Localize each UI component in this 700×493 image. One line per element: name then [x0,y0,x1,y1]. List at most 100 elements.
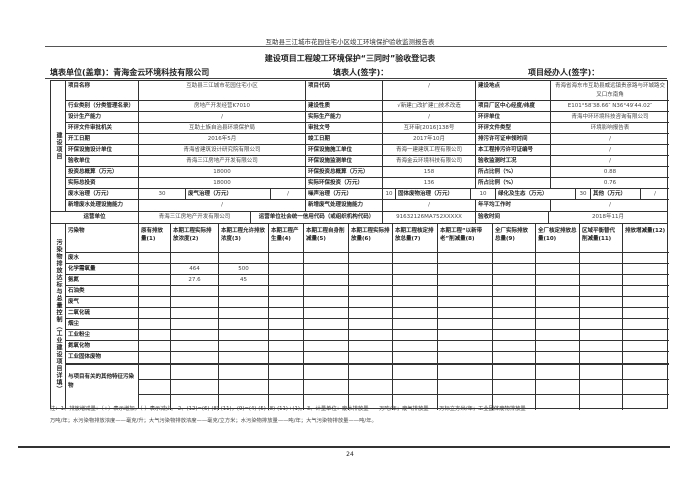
pollutant-value [493,253,536,263]
page-number: 24 [346,451,354,458]
field-value: 18000 [139,178,306,188]
pollutant-value [580,264,623,274]
pollutant-value [580,253,623,263]
pollutant-value [438,380,493,394]
pollutant-value [171,253,219,263]
pollutant-value [219,380,269,394]
pollutant-value [438,308,493,318]
pollutant-value [349,365,393,379]
pollutant-value [393,253,438,263]
field-label: 运营单位 [51,212,139,223]
pollutant-name: 烟尘 [66,319,139,329]
pollutant-value [219,352,269,363]
pollutant-value [139,308,171,318]
field-label: 噪声治理（万元） [306,189,383,199]
project-row: 投资总概算（万元） 18000 环保投资总概算（万元） 158 所占比例（%） 0.88 [66,167,669,178]
field-label: 环保设施施工单位 [306,145,383,155]
pollutant-value [349,308,393,318]
field-value: / [609,202,611,208]
pollutant-value [536,365,580,379]
field-value: 0.76 [603,180,617,186]
pollutant-name: 二氧化硫 [66,308,139,318]
pollutant-value [304,319,349,329]
pollutant-value [493,395,536,410]
filler-manager: 项目经办人(签字)： [528,68,600,77]
pollutant-row: 氮氧化物 [66,341,669,352]
pollutant-value [580,319,623,329]
field-value: 30 [139,189,186,199]
pollutant-value: 27.6 [171,275,219,285]
pollutant-value [171,319,219,329]
pollutant-row: 氨氮 27.6 45 [66,275,669,286]
pollutant-value [304,308,349,318]
pollutant-name: 氮氧化物 [66,341,139,351]
field-value: / [271,189,306,199]
field-value: 2018年11月 [592,214,624,220]
pollutant-value [580,275,623,285]
pollutant-value [580,330,623,340]
field-value: 环境影响报告表 [590,125,630,131]
page-title: 建设项目工程竣工环境保护“三同时”验收登记表 [264,54,436,63]
field-label: 审批文号 [306,123,383,133]
pollutant-value [304,380,349,394]
field-value: / [609,158,611,164]
project-row: 实际总投资 18000 实际环保投资（万元） 136 所占比例（%） 0.76 [66,178,669,189]
pollutant-value [536,395,580,410]
field-value: 30 [576,189,591,199]
pollutant-value [171,297,219,307]
field-value: / [383,81,476,100]
pollutant-value [269,341,304,351]
field-value: 10 [383,189,396,199]
pollutant-value [493,341,536,351]
pollutant-value [623,286,669,296]
pollutant-value [393,380,438,394]
pollutant-value [623,319,669,329]
pollutant-value [349,264,393,274]
pollutant-value: 45 [219,275,269,285]
field-value: 10 [471,189,496,199]
pollutant-value [349,395,393,410]
field-label: 废气治理（万元） [186,189,271,199]
pollutant-header-row: 污染物 原有排放量(1) 本期工程实际排放浓度(2) 本期工程允许排放浓度(3) 本期工… [66,224,669,253]
pollutant-value [580,365,623,379]
pollutant-value [269,365,304,379]
pollutant-value [219,395,269,410]
column-header: 污染物 [66,224,139,252]
field-value: 青海三江房地产开发有限公司 [139,212,251,223]
pollutant-value [493,275,536,285]
field-label: 本工程排污许可证编号 [476,145,551,155]
pollutant-value [580,297,623,307]
pollutant-value [219,341,269,351]
pollutant-value [269,275,304,285]
pollutant-value [139,352,171,363]
other-pollutant-row [139,395,669,410]
pollutant-value [438,395,493,410]
project-row: 行业类别（分类管理名录） 房地产开发经营K7010 建设性质 √新建□改扩建□技术改造… [66,101,669,112]
pollutant-row: 废水 [66,253,669,264]
field-value: 互环审[2016]138号 [383,123,476,133]
pollutant-value: 500 [219,264,269,274]
pollutant-value [536,275,580,285]
pollutant-value [438,286,493,296]
field-value: / [383,112,476,122]
filler-person: 填表人(签字)： [333,68,389,77]
field-label: 年平均工作时 [476,200,551,211]
other-pollutants: 与项目有关的其他特征污染物 [66,363,669,410]
pollutant-value [393,352,438,363]
pollutant-value [536,297,580,307]
column-header: 排放增减量(12) [625,228,666,234]
pollutant-value [393,308,438,318]
pollutant-value [493,308,536,318]
column-header: 本期工程“以新带老”削减量(8) [438,224,493,252]
field-label: 环保设施监测单位 [306,156,383,166]
pollutant-value [304,330,349,340]
field-label: 验收监测时工况 [476,156,551,166]
header-divider [45,46,667,47]
pollutant-value [438,275,493,285]
pollutant-name: 废气 [66,297,139,307]
pollutant-name: 工业粉尘 [66,330,139,340]
pollutant-value [536,330,580,340]
pollutant-value [536,319,580,329]
pollutant-value [139,253,171,263]
field-label: 环保设施设计单位 [66,145,139,155]
